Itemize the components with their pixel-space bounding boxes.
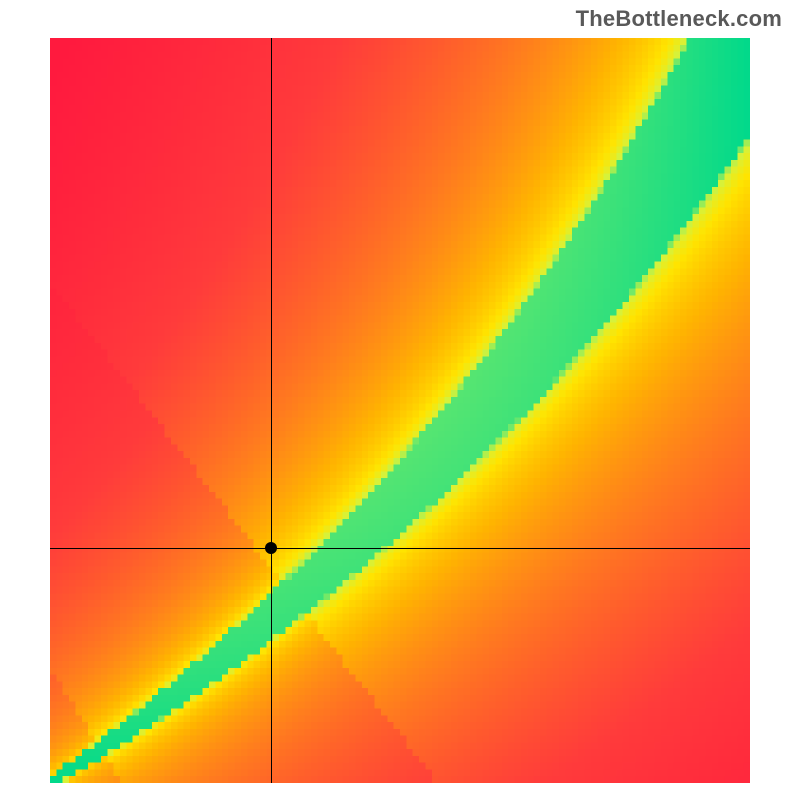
heatmap-plot — [50, 38, 750, 783]
crosshair-marker — [265, 542, 277, 554]
crosshair-vertical — [271, 38, 272, 783]
watermark-text: TheBottleneck.com — [576, 6, 782, 32]
heatmap-canvas — [50, 38, 750, 783]
crosshair-horizontal — [50, 548, 750, 549]
